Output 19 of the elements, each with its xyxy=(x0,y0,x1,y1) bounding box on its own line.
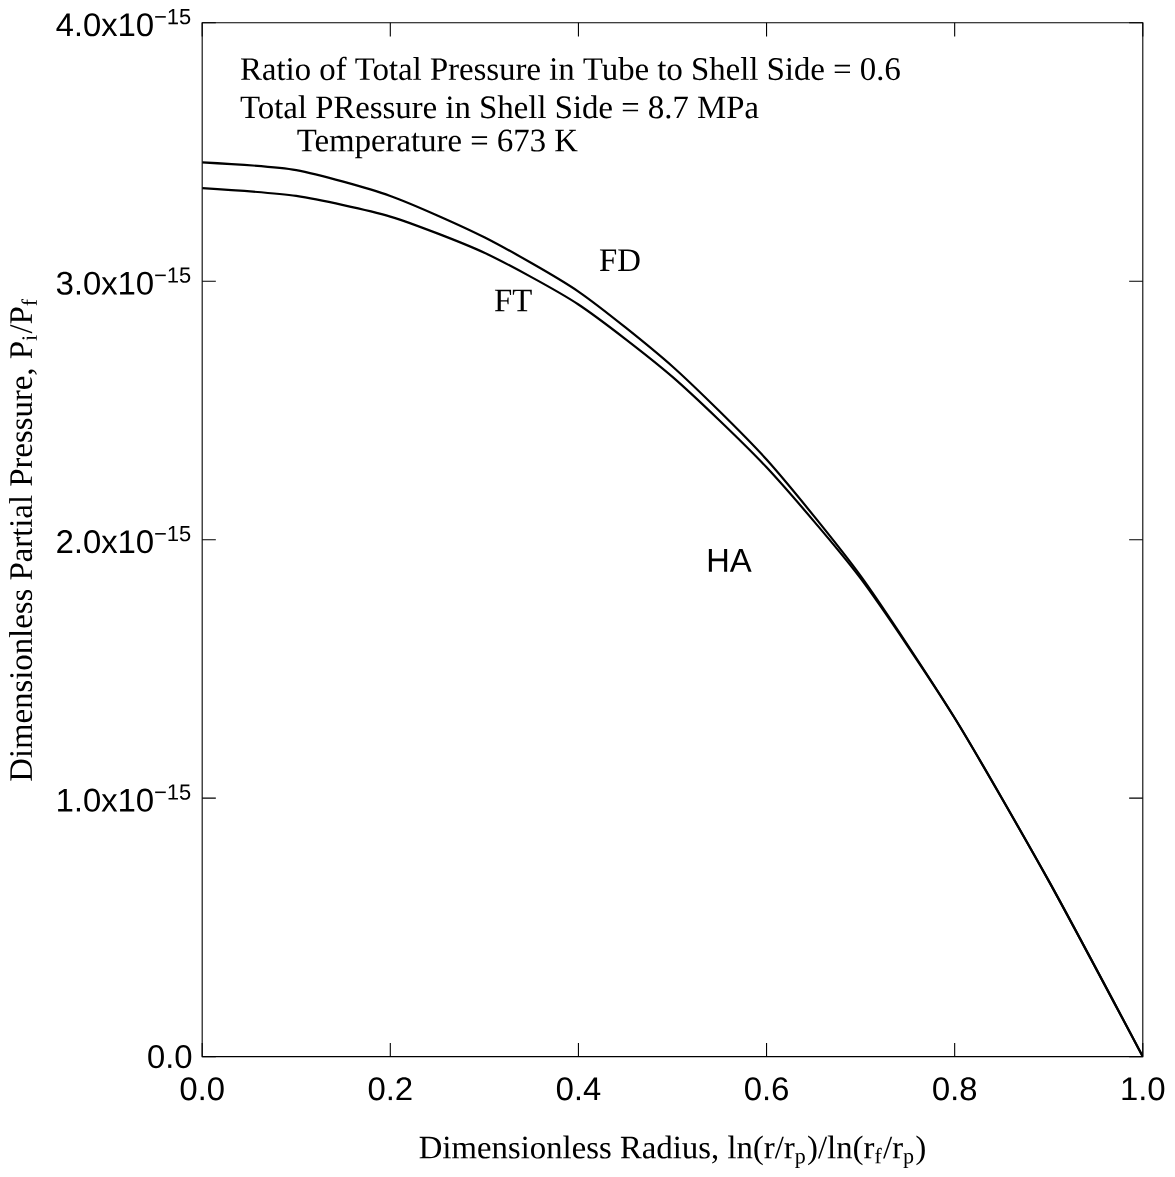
x-axis-title: Dimensionless Radius, ln(r/r$_{p}$)/ln(r$_{f}$/r$_{p}$) xyxy=(419,1135,926,1168)
y-tick-label: 3.0x10$^{−15}$ xyxy=(57,267,191,295)
annotation: HA xyxy=(709,549,752,572)
annotation: Total PRessure in Shell Side = 8.7 MPa xyxy=(240,95,759,119)
x-tick-label: 0.8 xyxy=(933,1077,977,1101)
series-label: FD xyxy=(600,249,640,271)
y-axis-title: Dimensionless Partial Pressure, P$_{i}$/P$_{f}$ xyxy=(9,298,38,781)
x-tick-label: 0.6 xyxy=(745,1077,789,1101)
x-tick-label: 0.0 xyxy=(180,1077,224,1101)
annotation: Temperature = 673 K xyxy=(297,129,578,159)
x-tick-label: 1.0 xyxy=(1122,1077,1165,1101)
x-tick-label: 0.4 xyxy=(557,1077,601,1101)
y-tick-label: 0.0 xyxy=(148,1045,192,1069)
series-label: FT xyxy=(495,289,532,312)
annotation: Ratio of Total Pressure in Tube to Shell Side = 0.6 xyxy=(241,56,900,81)
x-tick-label: 0.2 xyxy=(368,1077,412,1101)
y-tick-label: 1.0x10$^{−15}$ xyxy=(58,784,191,812)
y-tick-label: 4.0x10$^{−15}$ xyxy=(56,9,191,37)
y-tick-label: 2.0x10$^{−15}$ xyxy=(57,526,191,554)
